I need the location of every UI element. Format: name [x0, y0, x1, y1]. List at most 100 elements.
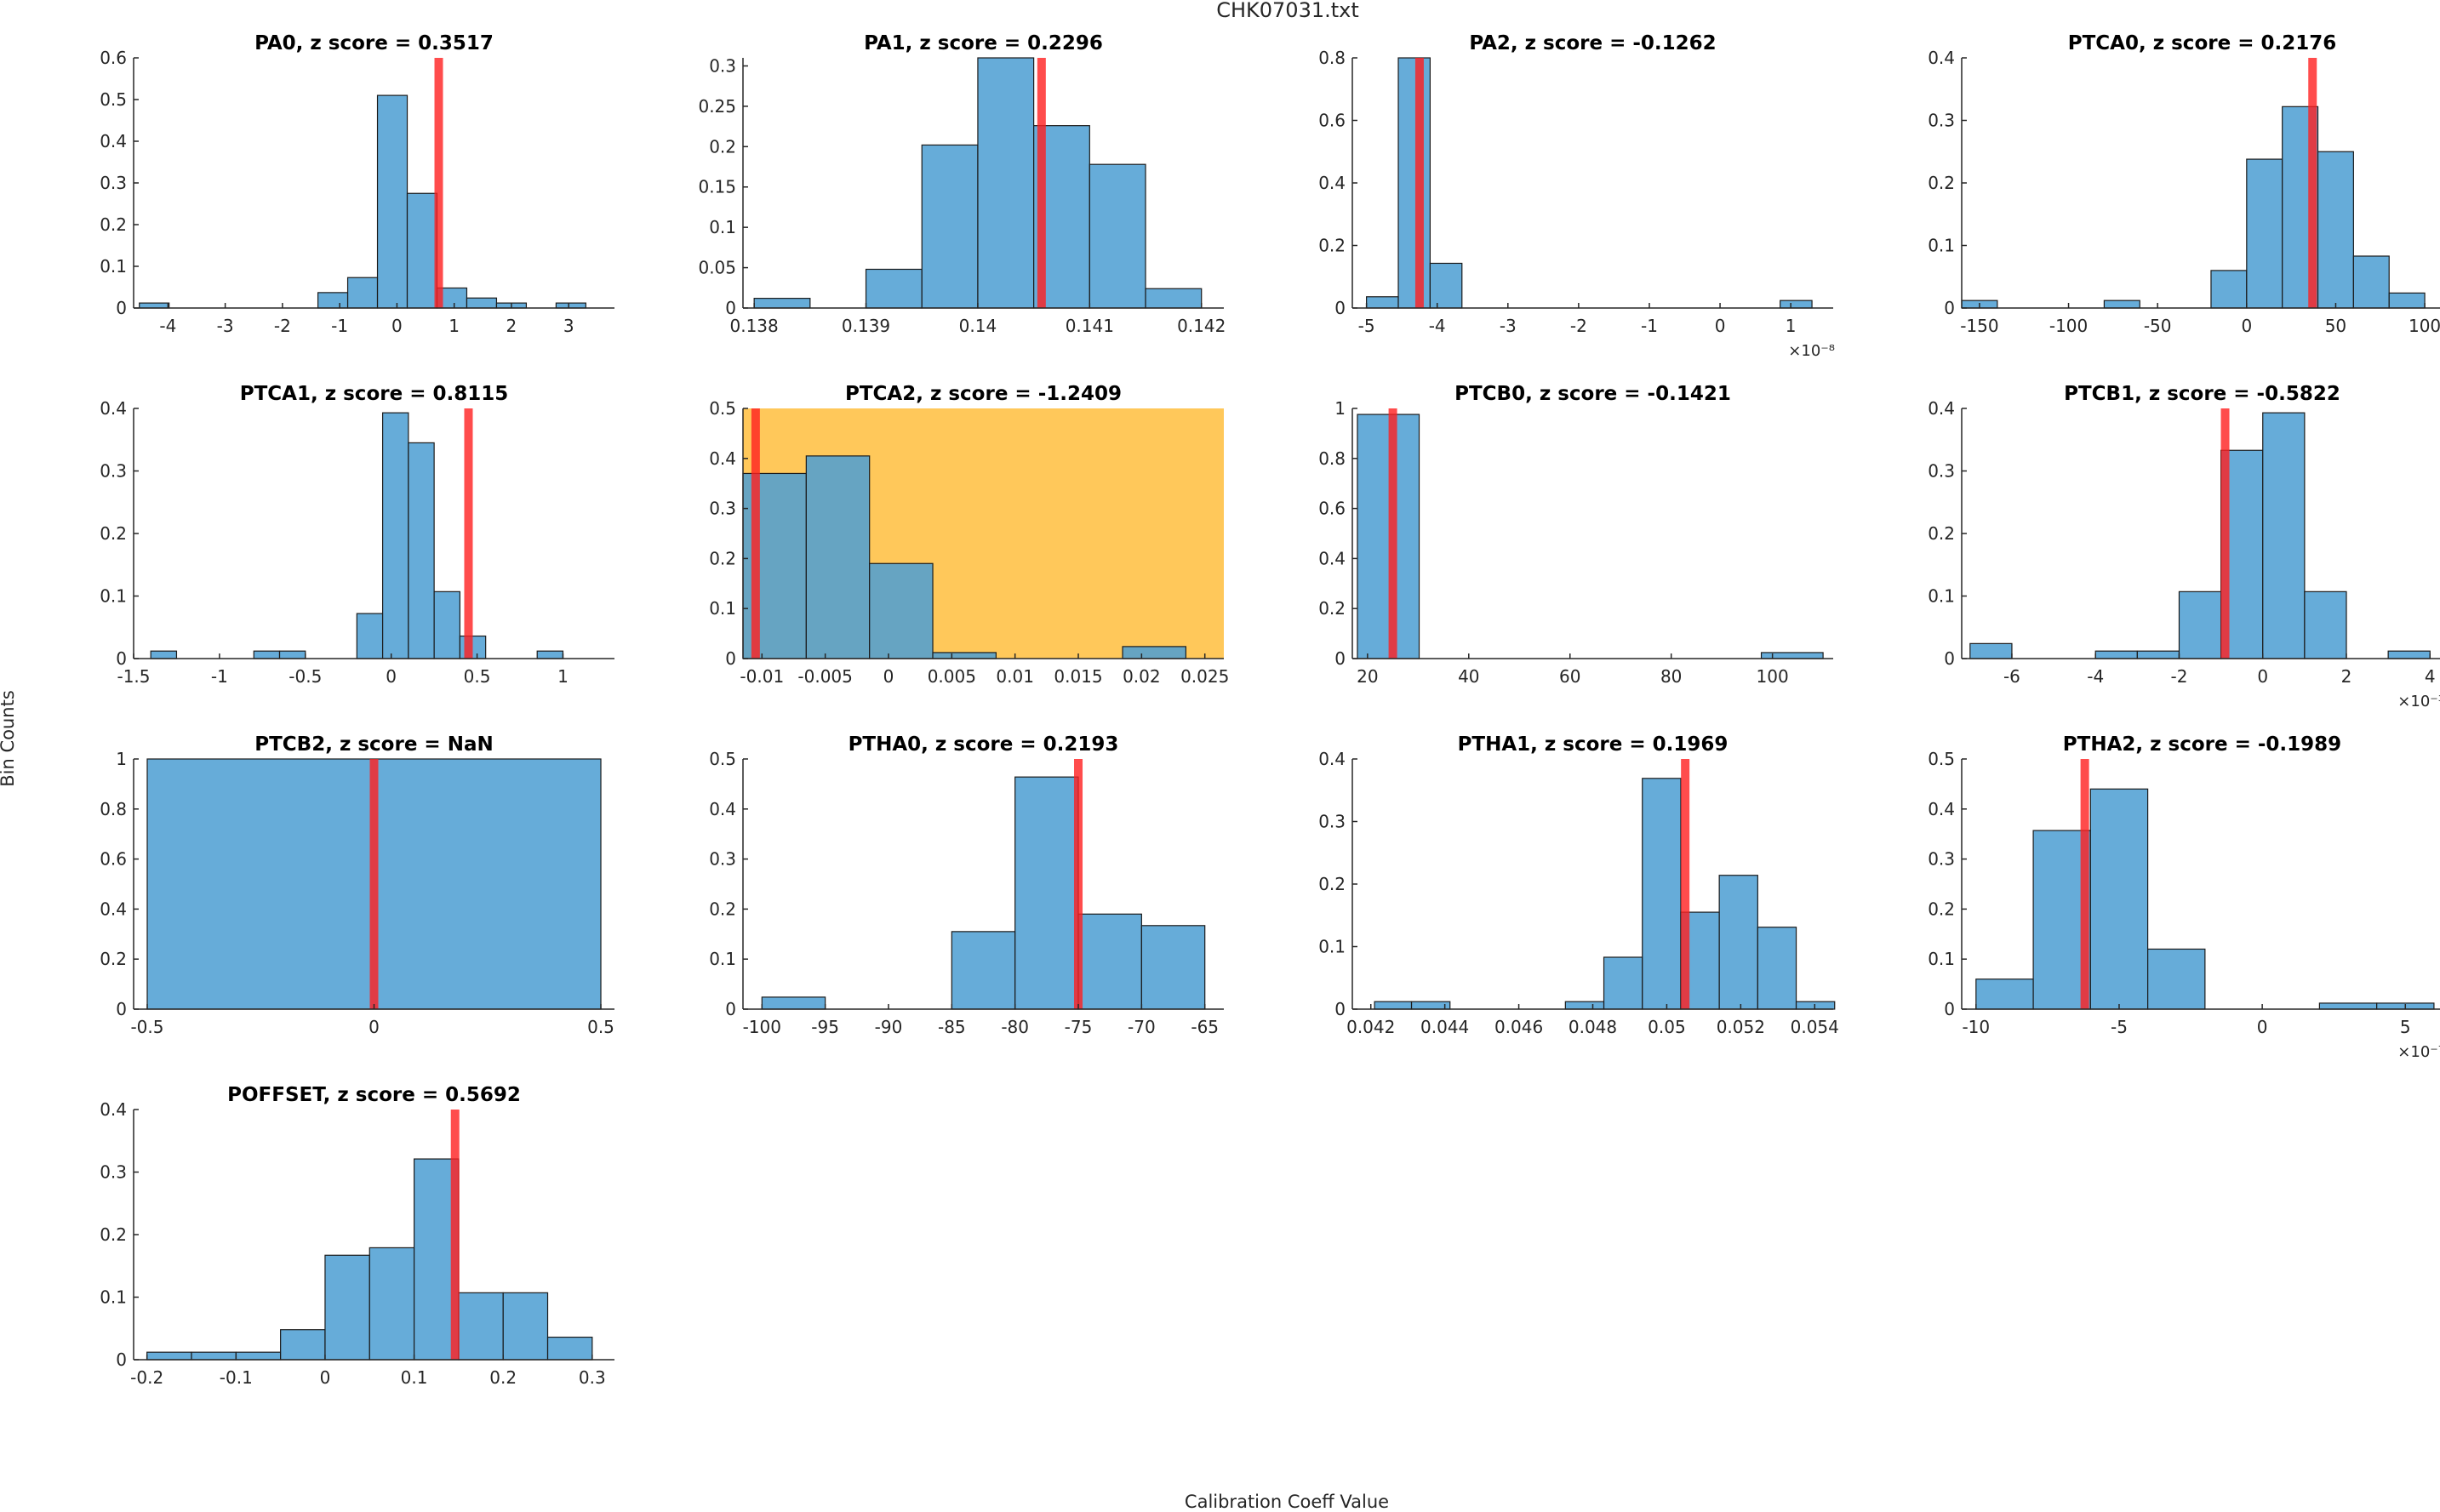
x-tick-label: -150: [1960, 316, 1998, 336]
x-tick-label: 0.138: [730, 316, 779, 336]
x-tick-label: 0.2: [489, 1367, 517, 1388]
y-tick-label: 0.3: [1928, 461, 1955, 482]
y-tick-label: 0: [1334, 648, 1346, 669]
y-tick-label: 0.2: [1318, 236, 1346, 256]
x-tick-label: 0: [2257, 666, 2268, 687]
histogram-bar: [191, 1351, 237, 1361]
y-tick-label: 0: [725, 298, 736, 318]
histogram-bar: [1077, 913, 1142, 1010]
x-tick-label: -0.2: [130, 1367, 163, 1388]
subplot-10: -100 -95 -90 -85 -80 -75 -70 -65 0 0.1 0.2 0.3 0.4 0.…: [709, 733, 1224, 1037]
histogram-bar: [466, 297, 498, 309]
histogram-bar: [865, 268, 923, 309]
histogram-bar: [406, 192, 438, 309]
y-tick-label: 0.4: [100, 131, 127, 151]
histogram-bar: [1564, 1001, 1605, 1010]
histogram-bar: [1642, 778, 1682, 1010]
y-tick-label: 0.8: [1318, 48, 1346, 68]
y-tick-label: 0.2: [709, 136, 736, 157]
histogram-bar: [1429, 262, 1463, 309]
x-tick-label: -2: [274, 316, 291, 336]
subplot-2: 0.138 0.139 0.14 0.141 0.142 0 0.05 0.1 0.15 0.2 0…: [698, 32, 1226, 336]
histogram-bar: [977, 57, 1035, 309]
reference-value-line: [450, 1110, 460, 1360]
histogram-bar: [146, 1351, 192, 1361]
histogram-bar: [253, 650, 281, 659]
histogram-bar: [2387, 650, 2431, 659]
x-tick-label: -50: [2144, 316, 2172, 336]
y-tick-label: 0.4: [1928, 48, 1955, 68]
x-tick-label: -1: [1641, 316, 1658, 336]
subplot-3: -5 -4 -3 -2 -1 0 1 0 0.2 0.4 0.6 0.8 ×10⁻⁸ PA2, z sco…: [1318, 32, 1835, 360]
histogram-bar: [376, 94, 409, 309]
x-tick-label: -0.1: [220, 1367, 253, 1388]
subplot-8: -6 -4 -2 0 2 4 0 0.1 0.2 0.3 0.4 ×10⁻³ PTCB1, z scor…: [1928, 383, 2440, 710]
x-tick-label: -100: [2049, 316, 2088, 336]
y-tick-label: 0.3: [100, 173, 127, 193]
y-tick-label: 0.05: [698, 258, 736, 278]
histogram-bar: [1374, 1001, 1413, 1010]
y-tick-label: 0.2: [709, 548, 736, 568]
x-tick-label: 0.015: [1054, 666, 1102, 687]
subplot-1: -4 -3 -2 -1 0 1 2 3 0 0.1 0.2 0.3 0.4 0.5 0.6 PA0, z sc…: [100, 32, 614, 336]
y-tick-label: 0.3: [709, 849, 736, 870]
histogram-bar: [2246, 158, 2283, 309]
x-tick-label: 0: [2257, 1017, 2268, 1037]
x-tick-label: 0: [1715, 316, 1726, 336]
x-tick-label: 2: [506, 316, 517, 336]
histogram-bar: [753, 298, 811, 309]
histogram-bar: [2089, 788, 2149, 1010]
y-tick-label: 0.4: [100, 1099, 127, 1120]
x-tick-label: -95: [811, 1017, 839, 1037]
y-tick-label: 0.4: [1928, 799, 1955, 819]
x-tick-label: 4: [2425, 666, 2436, 687]
y-tick-label: 0.8: [100, 799, 127, 819]
reference-value-line: [1074, 759, 1083, 1009]
x-tick-label: 0: [320, 1367, 331, 1388]
x-tick-label: -4: [2087, 666, 2104, 687]
y-tick-label: 0.1: [100, 586, 127, 607]
histogram-bar: [433, 591, 460, 659]
histogram-bar: [555, 302, 586, 309]
x-tick-label: 0.02: [1123, 666, 1161, 687]
histogram-bar: [1757, 927, 1797, 1010]
histogram-bar: [1366, 296, 1399, 309]
histogram-bar: [1969, 642, 2013, 659]
x-tick-label: 0: [391, 316, 403, 336]
x-tick-label: 0.046: [1494, 1017, 1543, 1037]
reference-value-line: [464, 408, 473, 659]
y-tick-label: 0.6: [100, 849, 127, 870]
y-tick-label: 0.2: [1928, 899, 1955, 919]
y-tick-label: 0.1: [1928, 949, 1955, 969]
histogram-bar: [278, 650, 306, 659]
subplot-7: 20 40 60 80 100 0 0.2 0.4 0.6 0.8 1 PTCB0, z score …: [1318, 383, 1833, 687]
x-tick-label: -0.005: [797, 666, 852, 687]
x-tick-label: 20: [1357, 666, 1378, 687]
y-tick-label: 0.1: [1928, 236, 1955, 256]
x-tick-label: -4: [159, 316, 176, 336]
histogram-bar: [1145, 288, 1203, 309]
y-tick-label: 0.3: [1928, 111, 1955, 131]
y-tick-label: 0.4: [1318, 749, 1346, 769]
y-tick-label: 0.4: [1318, 548, 1346, 568]
x-tick-label: 1: [1786, 316, 1797, 336]
x-tick-label: 0.01: [996, 666, 1034, 687]
x-tick-label: -85: [938, 1017, 966, 1037]
y-tick-label: 0.6: [100, 48, 127, 68]
histogram-bar: [1780, 300, 1813, 309]
x-tick-label: 60: [1559, 666, 1580, 687]
figure-title: CHK07031.txt: [1216, 0, 1359, 22]
subplot-11: 0.042 0.044 0.046 0.048 0.05 0.052 0.054 0 0.1 0.…: [1318, 733, 1839, 1037]
subplot-4: -150 -100 -50 0 50 100 0 0.1 0.2 0.3 0.4 PTCA0, z s…: [1928, 32, 2440, 336]
histogram-bar: [1122, 646, 1186, 659]
x-tick-label: -90: [875, 1017, 903, 1037]
x-tick-label: 80: [1660, 666, 1682, 687]
x-tick-label: -75: [1065, 1017, 1093, 1037]
y-tick-label: 0.1: [709, 217, 736, 237]
y-tick-label: 0.5: [1928, 749, 1955, 769]
x-tick-label: -80: [1001, 1017, 1029, 1037]
figure-ylabel: Bin Counts: [0, 690, 18, 787]
y-tick-label: 0.1: [709, 598, 736, 619]
subplot-12: -10 -5 0 5 0 0.1 0.2 0.3 0.4 0.5 ×10⁻⁷ PTHA2, z sco…: [1928, 733, 2440, 1061]
